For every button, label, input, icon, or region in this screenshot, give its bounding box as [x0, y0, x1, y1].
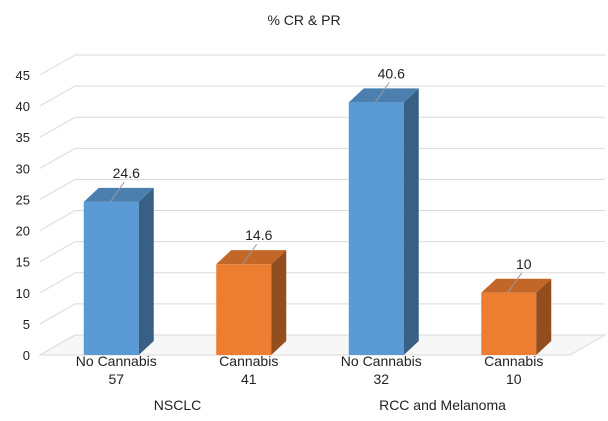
y-tick-label: 45 [16, 68, 30, 83]
y-tick-label: 30 [16, 161, 30, 176]
data-label: 10 [516, 256, 532, 272]
bar-side [271, 250, 287, 355]
bar-side [138, 187, 154, 355]
data-label-leader [507, 272, 523, 294]
data-label-leader [242, 243, 258, 265]
y-tick-label: 35 [16, 130, 30, 145]
bar-side [403, 88, 419, 355]
y-tick-label: 5 [23, 317, 30, 332]
gridline-side [39, 179, 76, 200]
x-tick-count: 32 [373, 371, 389, 387]
gridline-side [39, 303, 76, 325]
y-tick-label: 40 [16, 99, 30, 114]
gridline-side [39, 147, 76, 169]
group-label: NSCLC [154, 397, 201, 413]
bar-top [216, 250, 287, 265]
bar-front [216, 264, 272, 355]
x-tick-label: No Cannabis [341, 353, 422, 369]
y-tick-label: 20 [16, 224, 30, 239]
data-label-leader [109, 181, 125, 203]
bar-front [348, 102, 404, 355]
x-tick-count: 41 [241, 371, 257, 387]
y-tick-label: 25 [16, 192, 30, 207]
x-tick-count: 57 [108, 371, 124, 387]
bar-side [536, 278, 552, 355]
bar-front [481, 292, 537, 355]
bar-top [348, 88, 419, 103]
gridline-side [39, 241, 76, 263]
bar-top [481, 278, 552, 293]
gridline-side [39, 116, 76, 138]
bar-top [83, 187, 154, 202]
gridline-side [39, 54, 76, 76]
data-label: 14.6 [245, 227, 272, 243]
chart-title: % CR & PR [267, 12, 341, 28]
gridline-side [39, 334, 76, 356]
data-label: 40.6 [378, 65, 405, 81]
group-label: RCC and Melanoma [379, 397, 506, 413]
x-tick-count: 10 [506, 371, 522, 387]
bar-front [83, 201, 139, 355]
gridline-side [39, 272, 76, 294]
data-label: 24.6 [113, 165, 140, 181]
data-label-leader [374, 82, 390, 103]
y-tick-label: 0 [23, 348, 30, 363]
x-tick-label: Cannabis [219, 353, 278, 369]
gridline-side [39, 210, 76, 231]
x-tick-label: Cannabis [484, 353, 543, 369]
y-tick-label: 10 [16, 286, 30, 301]
gridline-side [39, 85, 76, 107]
y-tick-label: 15 [16, 255, 30, 270]
x-tick-label: No Cannabis [76, 353, 157, 369]
